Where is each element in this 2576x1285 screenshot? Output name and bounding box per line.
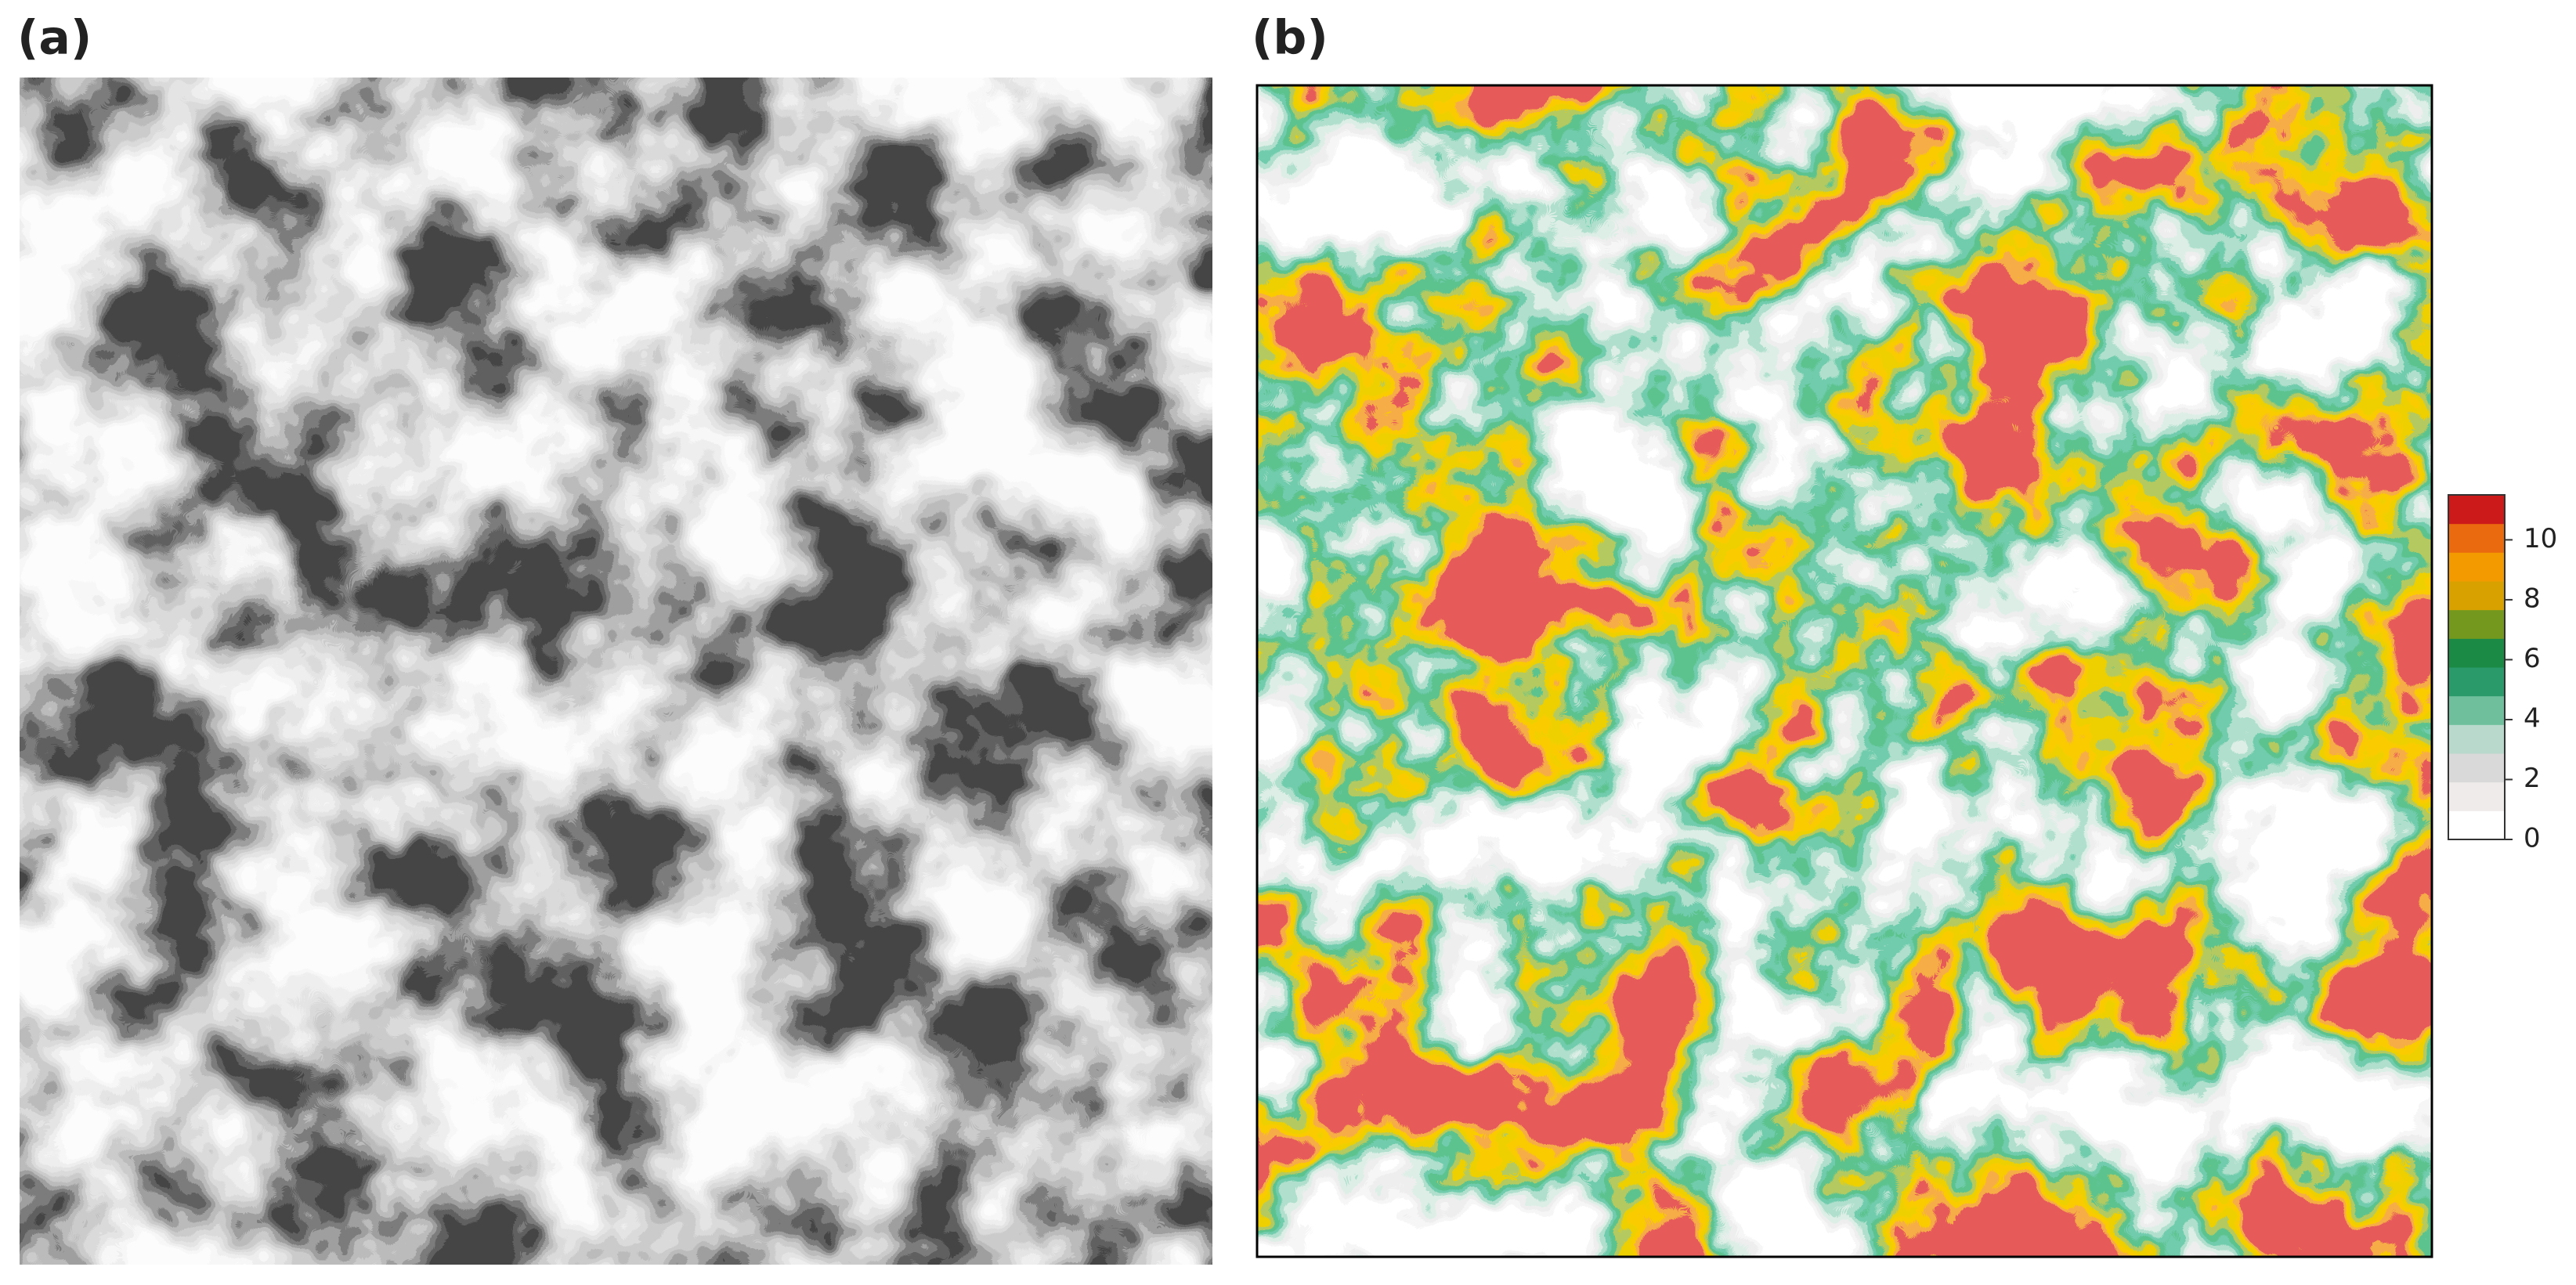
- colorbar-band: [2448, 781, 2505, 811]
- colorbar-tick-label: 4: [2524, 702, 2541, 734]
- panel-frame: [1255, 84, 2433, 1258]
- colorbar-band: [2448, 638, 2505, 668]
- colorbar-band: [2448, 581, 2505, 611]
- colorbar-tick-label: 8: [2524, 583, 2541, 614]
- colorbar-tick-label: 0: [2524, 823, 2541, 854]
- grayscale-image: [20, 78, 1212, 1265]
- colorbar-band: [2448, 667, 2505, 697]
- colorbar-tick-label: 6: [2524, 643, 2541, 674]
- panel-label: (a): [17, 11, 92, 66]
- colorbar-band: [2448, 523, 2505, 553]
- panel-label: (b): [1252, 11, 1328, 66]
- colorbar-band: [2448, 609, 2505, 639]
- colorbar-tick-label: 10: [2524, 523, 2557, 554]
- colorbar-band: [2448, 552, 2505, 582]
- colorbar-band: [2448, 695, 2505, 725]
- colorbar-band: [2448, 724, 2505, 754]
- colorbar-band: [2448, 810, 2505, 840]
- colorbar-frame: [2448, 494, 2506, 840]
- colorbar-band: [2448, 753, 2505, 783]
- height-raster: [1257, 85, 2432, 1257]
- colorbar-tick-label: 2: [2524, 763, 2541, 794]
- colorbar-band: [2448, 495, 2505, 525]
